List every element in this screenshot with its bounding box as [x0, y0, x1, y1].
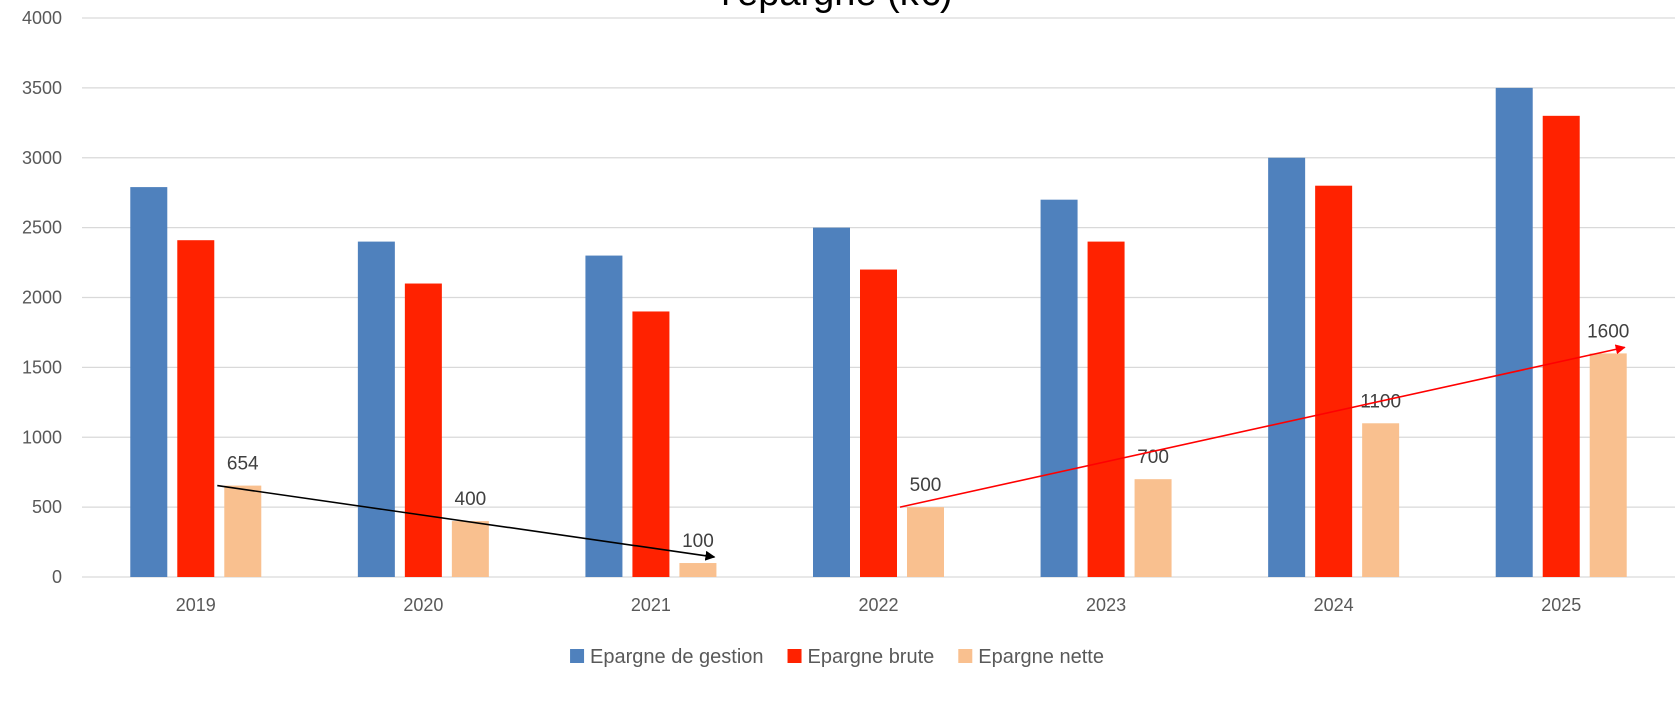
data-label: 654	[227, 454, 259, 475]
y-tick-label: 3000	[22, 148, 62, 168]
legend-label: Epargne nette	[978, 646, 1104, 668]
y-tick-label: 2500	[22, 218, 62, 238]
bar-epargne-nette	[1362, 423, 1400, 577]
bar-epargne-de-gestion	[1040, 199, 1078, 578]
x-tick-label: 2021	[631, 595, 671, 615]
legend-label: Epargne brute	[808, 646, 935, 668]
y-axis-tick-labels: 0 500 1000 1500 2000 2500 3000 3500 4000	[22, 8, 62, 587]
bar-epargne-de-gestion	[357, 241, 395, 577]
bar-epargne-nette	[907, 507, 944, 577]
x-axis-tick-labels: 2019 2020 2021 2022 2023 2024 2025	[176, 595, 1581, 615]
data-label: 100	[682, 531, 714, 552]
data-label: 700	[1137, 447, 1169, 468]
legend: Epargne de gestion Epargne brute Epargne n…	[570, 646, 1104, 668]
bar-epargne-nette	[1589, 353, 1627, 577]
legend-swatch	[787, 649, 802, 663]
x-tick-label: 2025	[1541, 595, 1581, 615]
trend-arrows	[217, 344, 1626, 561]
bar-epargne-brute	[632, 311, 670, 577]
bar-epargne-de-gestion	[1495, 87, 1533, 577]
bar-epargne-nette	[679, 563, 717, 577]
x-tick-label: 2020	[403, 595, 443, 615]
bar-epargne-brute	[404, 283, 442, 577]
bar-epargne-brute	[1315, 185, 1353, 577]
x-tick-label: 2022	[858, 595, 898, 615]
x-tick-label: 2023	[1086, 595, 1126, 615]
bars	[130, 87, 1627, 578]
y-tick-label: 3500	[22, 78, 62, 98]
legend-swatch	[570, 649, 585, 663]
bar-epargne-de-gestion	[585, 255, 623, 577]
bar-epargne-de-gestion	[1268, 157, 1306, 577]
legend-swatch	[958, 649, 973, 663]
x-tick-label: 2019	[176, 595, 216, 615]
bar-epargne-de-gestion	[130, 187, 168, 577]
legend-label: Epargne de gestion	[590, 646, 763, 668]
bar-epargne-nette	[451, 521, 489, 577]
bar-epargne-brute	[1542, 115, 1580, 577]
y-tick-label: 500	[32, 497, 62, 517]
data-label: 1600	[1587, 321, 1629, 342]
y-tick-label: 2000	[22, 288, 62, 308]
bar-epargne-nette	[1134, 479, 1172, 577]
bar-epargne-brute	[177, 240, 215, 577]
bar-epargne-brute	[860, 269, 897, 577]
data-label: 500	[910, 475, 942, 496]
bar-epargne-brute	[1087, 241, 1125, 577]
x-tick-label: 2024	[1314, 595, 1354, 615]
chart-title: l'épargne (k€)	[721, 0, 952, 14]
y-tick-label: 0	[52, 567, 62, 587]
bar-epargne-nette	[224, 485, 262, 577]
y-tick-label: 1500	[22, 357, 62, 377]
y-tick-label: 4000	[22, 8, 62, 28]
trend-arrow	[217, 484, 716, 561]
y-tick-label: 1000	[22, 427, 62, 447]
trend-arrow	[899, 344, 1626, 508]
bar-epargne-de-gestion	[813, 227, 850, 577]
data-label: 400	[455, 489, 487, 510]
